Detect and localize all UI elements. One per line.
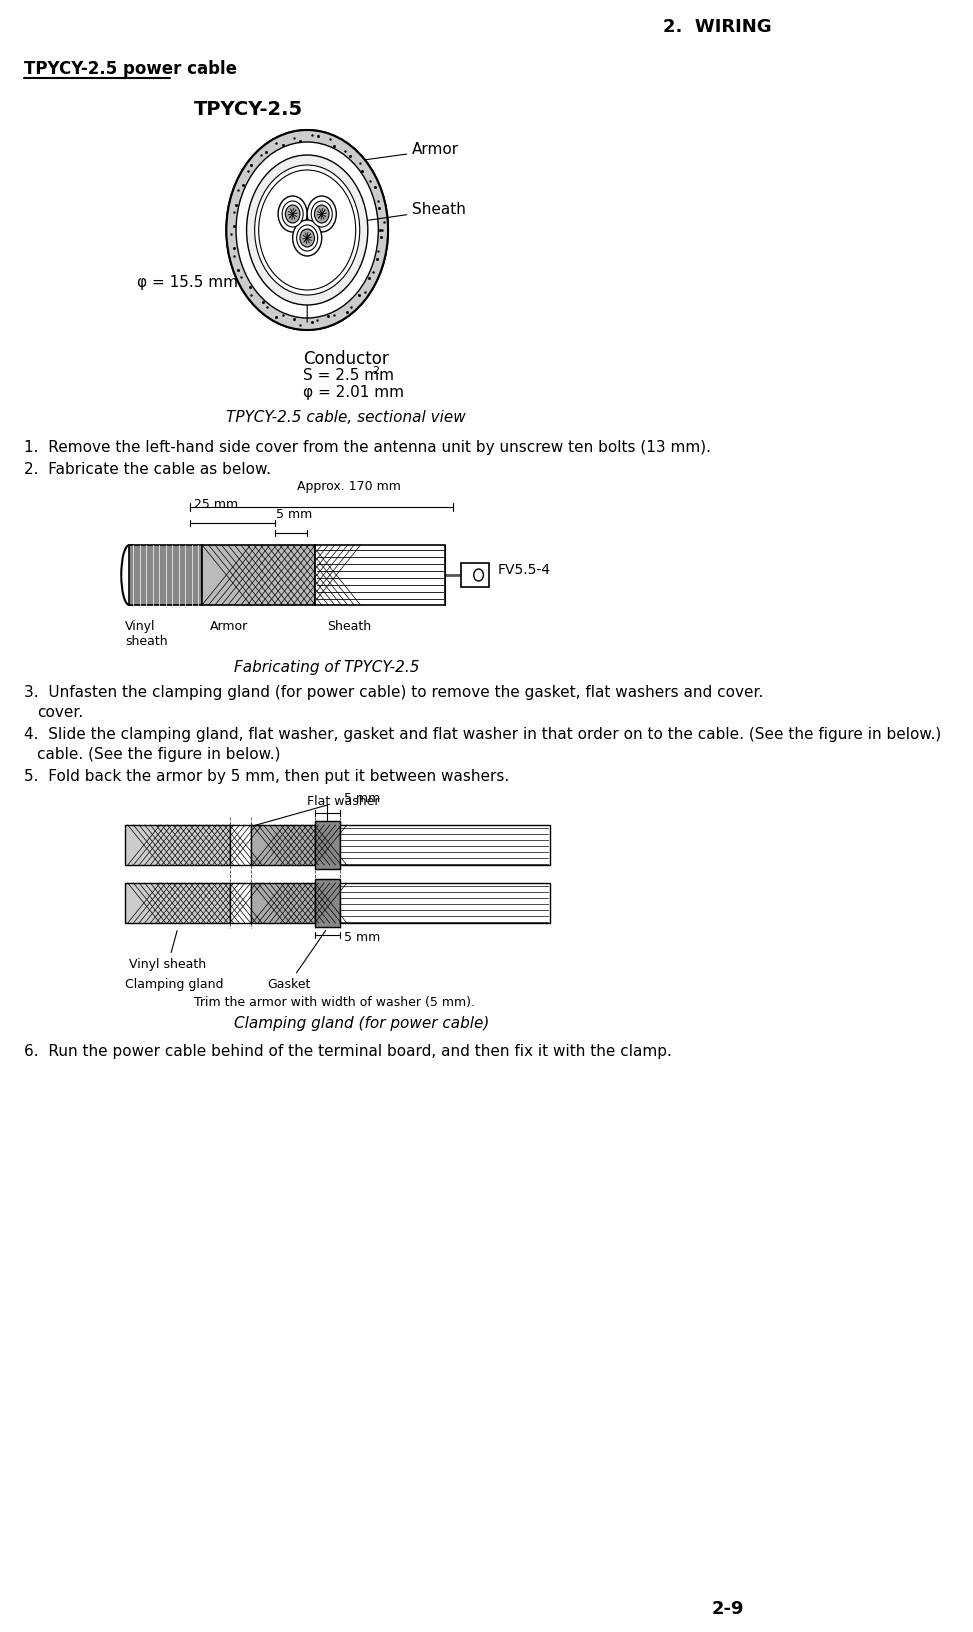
Text: Flat washer: Flat washer: [307, 795, 379, 808]
Text: 2.  Fabricate the cable as below.: 2. Fabricate the cable as below.: [24, 462, 271, 477]
Circle shape: [293, 220, 322, 256]
Text: 6.  Run the power cable behind of the terminal board, and then fix it with the c: 6. Run the power cable behind of the ter…: [24, 1044, 672, 1059]
Text: Gasket: Gasket: [267, 930, 326, 991]
Bar: [251, 826, 315, 865]
Bar: [231, 826, 251, 865]
Bar: [315, 880, 340, 927]
Text: φ = 15.5 mm: φ = 15.5 mm: [137, 276, 238, 290]
Text: TPYCY-2.5 cable, sectional view: TPYCY-2.5 cable, sectional view: [227, 410, 466, 424]
Bar: [315, 545, 445, 605]
Text: 5 mm: 5 mm: [276, 508, 312, 521]
Circle shape: [311, 201, 332, 227]
Circle shape: [278, 196, 307, 232]
Bar: [315, 821, 340, 868]
Text: Sheath: Sheath: [355, 202, 466, 222]
Text: TPYCY-2.5 power cable: TPYCY-2.5 power cable: [24, 60, 237, 78]
Bar: [129, 545, 202, 605]
Bar: [126, 883, 231, 924]
Bar: [315, 821, 340, 868]
Text: Conductor: Conductor: [304, 349, 389, 367]
Text: 5.  Fold back the armor by 5 mm, then put it between washers.: 5. Fold back the armor by 5 mm, then put…: [24, 769, 510, 783]
Bar: [340, 883, 550, 924]
Text: Sheath: Sheath: [327, 620, 372, 633]
Bar: [340, 826, 550, 865]
Text: 2-9: 2-9: [711, 1599, 744, 1617]
Bar: [251, 883, 315, 924]
Circle shape: [314, 206, 329, 224]
Text: φ = 2.01 mm: φ = 2.01 mm: [304, 385, 404, 400]
Text: 1.  Remove the left-hand side cover from the antenna unit by unscrew ten bolts (: 1. Remove the left-hand side cover from …: [24, 441, 711, 455]
Text: cable. (See the figure in below.): cable. (See the figure in below.): [37, 747, 280, 762]
Circle shape: [307, 196, 337, 232]
Text: 25 mm: 25 mm: [194, 498, 238, 511]
Text: Armor: Armor: [367, 142, 459, 160]
Text: Vinyl
sheath: Vinyl sheath: [126, 620, 168, 648]
Circle shape: [285, 206, 300, 224]
Text: cover.: cover.: [37, 705, 84, 720]
Circle shape: [297, 225, 318, 251]
Circle shape: [236, 142, 378, 318]
Text: 5 mm: 5 mm: [343, 792, 379, 805]
Text: Trim the armor with width of washer (5 mm).: Trim the armor with width of washer (5 m…: [194, 996, 475, 1009]
Bar: [461, 563, 489, 588]
Bar: [202, 545, 315, 605]
Circle shape: [255, 165, 360, 295]
Bar: [126, 826, 231, 865]
Text: Clamping gland: Clamping gland: [126, 978, 224, 991]
Text: 4.  Slide the clamping gland, flat washer, gasket and flat washer in that order : 4. Slide the clamping gland, flat washer…: [24, 726, 942, 743]
Circle shape: [259, 170, 356, 290]
Circle shape: [246, 155, 368, 305]
Text: 3.  Unfasten the clamping gland (for power cable) to remove the gasket, flat was: 3. Unfasten the clamping gland (for powe…: [24, 685, 764, 700]
Circle shape: [300, 228, 314, 246]
Circle shape: [227, 131, 388, 330]
Text: Approx. 170 mm: Approx. 170 mm: [297, 480, 401, 493]
Text: 2.  WIRING: 2. WIRING: [663, 18, 772, 36]
Text: FV5.5-4: FV5.5-4: [497, 563, 550, 578]
Text: 2: 2: [372, 366, 379, 375]
Text: TPYCY-2.5: TPYCY-2.5: [194, 100, 304, 119]
Text: Clamping gland (for power cable): Clamping gland (for power cable): [234, 1017, 489, 1031]
Circle shape: [282, 201, 304, 227]
Circle shape: [474, 570, 484, 581]
Text: Vinyl sheath: Vinyl sheath: [129, 930, 206, 971]
Text: S = 2.5 mm: S = 2.5 mm: [304, 367, 394, 384]
Text: Fabricating of TPYCY-2.5: Fabricating of TPYCY-2.5: [234, 659, 420, 676]
Bar: [315, 880, 340, 927]
Text: 5 mm: 5 mm: [343, 930, 379, 943]
Bar: [231, 883, 251, 924]
Text: Armor: Armor: [210, 620, 248, 633]
